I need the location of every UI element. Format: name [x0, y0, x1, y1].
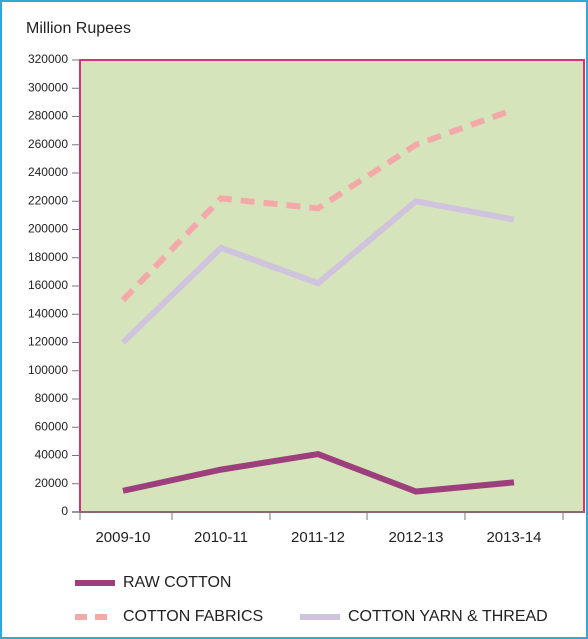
series-line — [120, 198, 515, 345]
legend-label: COTTON FABRICS — [123, 608, 263, 625]
y-tick-label: 180000 — [28, 250, 68, 264]
y-tick-label: 240000 — [28, 165, 68, 179]
y-tick-label: 140000 — [28, 306, 68, 320]
x-tick-label: 2013-14 — [486, 529, 541, 546]
y-tick-label: 20000 — [35, 476, 69, 490]
y-axis-title: Million Rupees — [26, 20, 131, 37]
y-tick-label: 100000 — [28, 363, 68, 377]
y-tick-label: 160000 — [28, 278, 68, 292]
y-tick-label: 60000 — [35, 419, 69, 433]
y-tick-label: 80000 — [35, 391, 69, 405]
y-tick-label: 260000 — [28, 137, 68, 151]
x-tick-label: 2011-12 — [291, 529, 345, 546]
plot-area — [79, 59, 585, 513]
y-tick-label: 200000 — [28, 222, 68, 236]
legend-label: COTTON YARN & THREAD — [348, 608, 548, 625]
x-tick-label: 2009-10 — [95, 529, 150, 546]
y-tick-label: 300000 — [28, 80, 68, 94]
y-tick-label: 280000 — [28, 109, 68, 123]
series-line — [120, 106, 516, 303]
series-line — [122, 450, 515, 495]
y-tick-label: 0 — [61, 504, 68, 518]
x-tick-label: 2012-13 — [388, 529, 443, 546]
y-tick-label: 120000 — [28, 335, 68, 349]
y-tick-label: 40000 — [35, 448, 69, 462]
y-tick-label: 220000 — [28, 193, 68, 207]
y-tick-label: 320000 — [28, 52, 68, 66]
legend-label: RAW COTTON — [123, 574, 231, 591]
x-tick-label: 2010-11 — [194, 529, 248, 546]
